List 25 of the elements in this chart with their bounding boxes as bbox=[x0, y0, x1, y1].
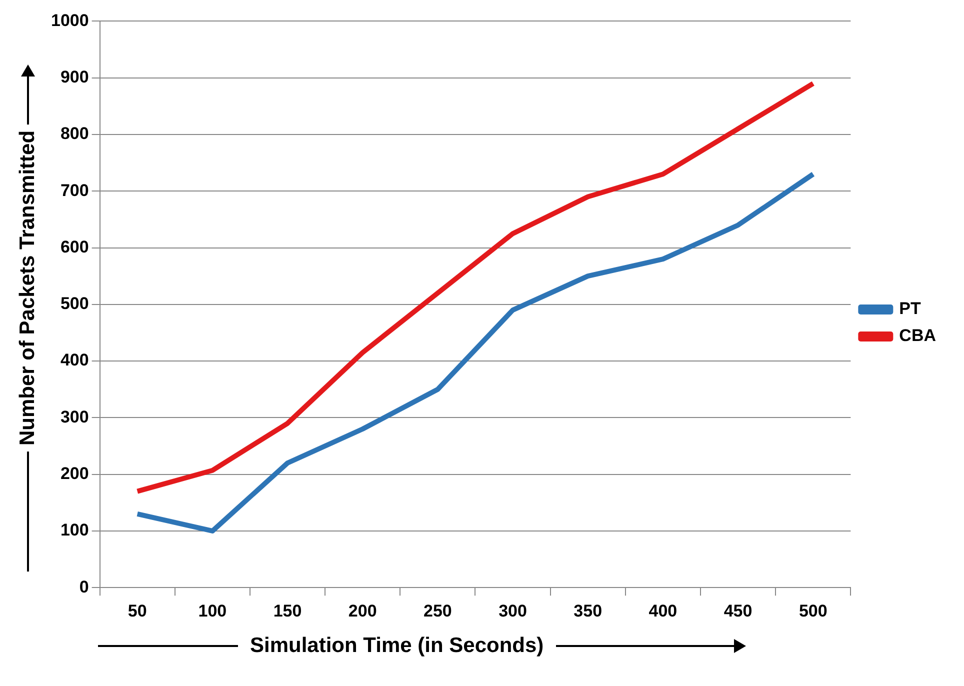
x-tick-label: 500 bbox=[798, 601, 828, 620]
y-tick-label: 900 bbox=[60, 68, 89, 87]
x-tick-label: 450 bbox=[724, 601, 752, 620]
y-tick-label: 600 bbox=[60, 237, 89, 256]
y-tick-label: 700 bbox=[60, 180, 89, 200]
x-tick-label: 50 bbox=[128, 601, 147, 620]
y-tick-label: 200 bbox=[60, 464, 89, 484]
y-axis-title: Number of Packets Transmitted bbox=[16, 130, 40, 446]
legend-label: CBA bbox=[899, 326, 936, 346]
y-tick-label: 0 bbox=[79, 577, 89, 596]
y-tick-label: 300 bbox=[60, 407, 89, 426]
y-tick-label: 1000 bbox=[50, 10, 89, 30]
legend-label: PT bbox=[899, 299, 922, 318]
y-tick-label: 500 bbox=[60, 294, 89, 314]
x-tick-label: 100 bbox=[198, 601, 227, 620]
x-tick-label: 350 bbox=[574, 601, 602, 620]
y-tick-label: 100 bbox=[60, 520, 89, 540]
x-tick-label: 200 bbox=[348, 601, 377, 620]
y-tick-label: 400 bbox=[60, 350, 89, 370]
x-tick-label: 300 bbox=[498, 601, 527, 620]
x-tick-label: 400 bbox=[648, 601, 678, 620]
y-tick-label: 800 bbox=[60, 124, 89, 144]
x-tick-label: 150 bbox=[273, 601, 302, 620]
x-tick-label: 250 bbox=[424, 601, 452, 620]
x-axis-title: Simulation Time (in Seconds) bbox=[250, 634, 544, 658]
